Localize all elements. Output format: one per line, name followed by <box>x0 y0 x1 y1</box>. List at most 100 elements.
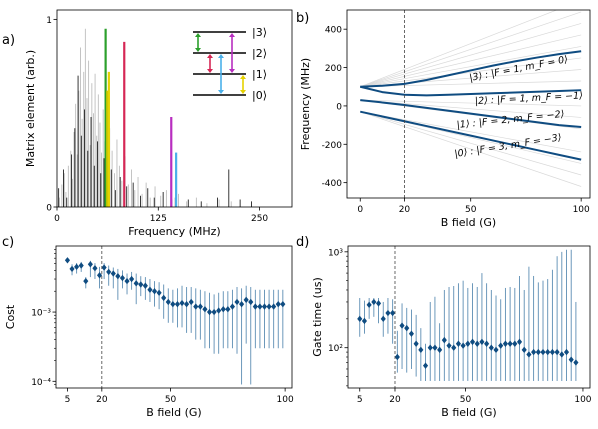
data-point <box>69 265 75 273</box>
background-level-line <box>360 111 582 187</box>
y-tick-label: 0 <box>46 204 52 214</box>
x-tick-label: 5 <box>357 395 363 405</box>
y-tick-label: -400 <box>322 179 343 189</box>
data-point <box>234 298 240 306</box>
arrowhead-up <box>207 54 213 58</box>
y-tick-label: 1 <box>46 16 52 26</box>
data-point <box>78 262 84 269</box>
data-point <box>257 303 263 310</box>
data-point <box>413 340 419 347</box>
data-point <box>64 257 71 264</box>
y-tick-label: 200 <box>325 64 342 74</box>
x-tick-label: 100 <box>574 395 591 405</box>
data-point <box>446 342 452 349</box>
background-level-line <box>360 46 582 88</box>
x-tick-label: 50 <box>165 395 177 405</box>
background-level-line <box>360 57 582 88</box>
data-point <box>138 281 144 288</box>
y-axis-label: Matrix element (arb.) <box>24 50 37 167</box>
background-level-line <box>360 34 582 88</box>
y-axis-label: Gate time (us) <box>311 277 324 356</box>
y-tick-label: 10⁻³ <box>31 309 51 319</box>
data-point <box>211 308 217 316</box>
data-point <box>110 270 116 277</box>
x-tick-label: 125 <box>150 214 167 224</box>
data-point <box>115 272 121 280</box>
data-point <box>106 268 112 276</box>
data-point <box>469 338 476 346</box>
data-point <box>266 303 272 310</box>
panel-label: b) <box>296 11 309 26</box>
arrowhead-up <box>195 33 201 37</box>
arrowhead-down <box>240 90 246 94</box>
data-point <box>239 300 245 308</box>
data-point <box>229 303 235 310</box>
data-point <box>165 298 171 306</box>
data-point <box>568 356 574 363</box>
level-label: |2⟩ <box>252 47 267 60</box>
data-point <box>479 338 485 346</box>
data-point <box>474 340 480 347</box>
x-tick-label: 50 <box>465 205 477 215</box>
arrowhead-up <box>240 75 246 79</box>
y-axis-label: Frequency (MHz) <box>299 58 312 150</box>
data-point <box>216 307 222 314</box>
data-point <box>280 300 286 308</box>
panel-label: a) <box>2 33 15 48</box>
data-point <box>516 338 523 346</box>
data-point <box>535 348 541 356</box>
y-tick-label: 0 <box>336 102 342 112</box>
data-point <box>465 340 471 347</box>
x-tick-label: 50 <box>460 395 472 405</box>
data-point <box>119 274 126 282</box>
axes-frame <box>56 9 293 208</box>
level-label: |3⟩ <box>252 26 267 39</box>
x-tick-label: 0 <box>357 205 363 215</box>
data-point <box>184 300 190 308</box>
background-level-line <box>360 99 582 107</box>
data-point <box>202 305 208 313</box>
data-point <box>385 309 391 317</box>
data-point <box>441 336 447 344</box>
background-level-line <box>360 111 582 176</box>
data-point <box>521 346 527 354</box>
data-point <box>188 298 194 306</box>
data-point <box>375 300 382 307</box>
data-point <box>248 298 254 306</box>
panel-label: d) <box>296 235 309 250</box>
data-point <box>74 263 80 271</box>
data-point <box>484 340 490 347</box>
axes-frame <box>55 245 293 389</box>
x-tick-label: 100 <box>277 395 294 405</box>
data-point <box>404 324 410 332</box>
data-point <box>193 303 199 310</box>
x-axis-label: Frequency (MHz) <box>128 225 220 238</box>
data-point <box>133 280 139 287</box>
data-point <box>432 344 438 351</box>
data-point <box>83 277 89 285</box>
data-point <box>206 308 213 316</box>
y-tick-label: 10³ <box>328 248 343 258</box>
level-label: |0⟩ <box>252 89 267 102</box>
data-point <box>573 359 579 366</box>
data-point <box>427 344 433 351</box>
data-point <box>124 277 130 285</box>
plot-area <box>360 10 582 187</box>
data-point <box>142 282 148 289</box>
data-point <box>422 362 429 369</box>
data-point <box>554 348 560 356</box>
y-tick-label: 400 <box>325 26 342 36</box>
data-point <box>174 300 180 308</box>
x-axis-label: B field (G) <box>441 216 496 229</box>
x-tick-label: 100 <box>573 205 590 215</box>
arrowhead-up <box>218 54 224 58</box>
data-point <box>220 305 226 313</box>
background-level-line <box>360 80 582 88</box>
level-series-line <box>360 110 582 161</box>
data-point <box>540 348 546 356</box>
data-point <box>437 346 443 354</box>
x-tick-label: 20 <box>389 395 401 405</box>
panel-b: 0 20 50 100 -400 -200 0 200 400 B field (G) Freque… <box>296 9 591 229</box>
data-point <box>197 303 203 310</box>
background-level-line <box>360 23 582 88</box>
